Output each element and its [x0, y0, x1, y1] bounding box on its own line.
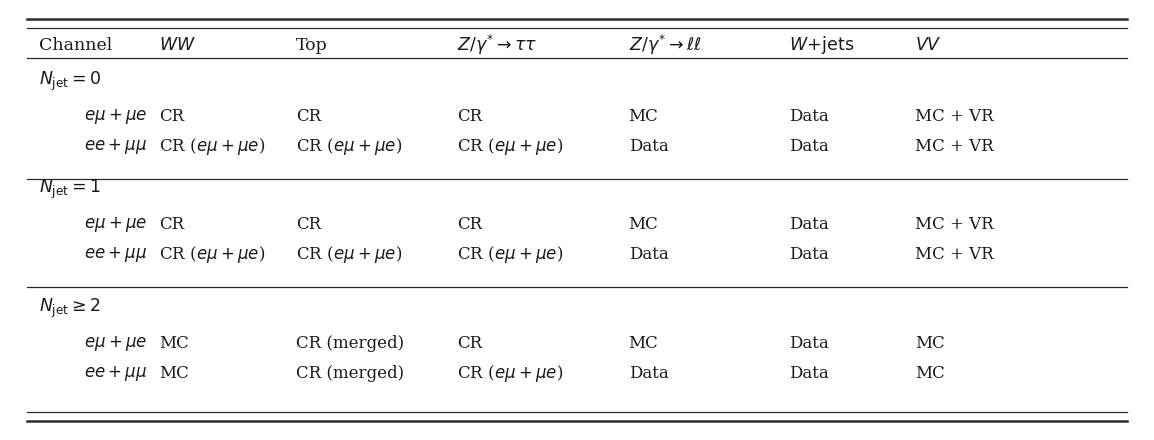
Text: Data: Data	[629, 365, 668, 382]
Text: CR: CR	[457, 216, 482, 233]
Text: MC: MC	[915, 365, 945, 382]
Text: MC + VR: MC + VR	[915, 138, 994, 155]
Text: CR: CR	[297, 216, 322, 233]
Text: $e\mu + \mu e$: $e\mu + \mu e$	[84, 334, 148, 352]
Text: CR ($e\mu + \mu e$): CR ($e\mu + \mu e$)	[297, 136, 403, 157]
Text: MC + VR: MC + VR	[915, 216, 994, 233]
Text: MC: MC	[629, 108, 658, 125]
Text: Channel: Channel	[38, 37, 112, 54]
Text: Data: Data	[629, 138, 668, 155]
Text: $e\mu + \mu e$: $e\mu + \mu e$	[84, 215, 148, 234]
Text: Data: Data	[789, 216, 829, 233]
Text: MC: MC	[629, 334, 658, 352]
Text: CR (merged): CR (merged)	[297, 365, 404, 382]
Text: Top: Top	[297, 37, 328, 54]
Text: $ee + \mu\mu$: $ee + \mu\mu$	[84, 137, 148, 156]
Text: CR: CR	[159, 216, 183, 233]
Text: $WW$: $WW$	[159, 37, 196, 54]
Text: Data: Data	[789, 246, 829, 263]
Text: CR ($e\mu + \mu e$): CR ($e\mu + \mu e$)	[297, 244, 403, 265]
Text: $Z/\gamma^{*} \rightarrow \tau\tau$: $Z/\gamma^{*} \rightarrow \tau\tau$	[457, 33, 537, 57]
Text: $N_{\rm jet} \geq 2$: $N_{\rm jet} \geq 2$	[38, 297, 100, 320]
Text: MC: MC	[159, 334, 188, 352]
Text: CR: CR	[159, 108, 183, 125]
Text: CR ($e\mu + \mu e$): CR ($e\mu + \mu e$)	[457, 363, 563, 384]
Text: MC + VR: MC + VR	[915, 246, 994, 263]
Text: CR ($e\mu + \mu e$): CR ($e\mu + \mu e$)	[457, 136, 563, 157]
Text: Data: Data	[789, 138, 829, 155]
Text: CR: CR	[457, 108, 482, 125]
Text: $N_{\rm jet} = 1$: $N_{\rm jet} = 1$	[38, 178, 100, 202]
Text: CR ($e\mu + \mu e$): CR ($e\mu + \mu e$)	[457, 244, 563, 265]
Text: CR: CR	[457, 334, 482, 352]
Text: $ee + \mu\mu$: $ee + \mu\mu$	[84, 245, 148, 264]
Text: CR (merged): CR (merged)	[297, 334, 404, 352]
Text: $ee + \mu\mu$: $ee + \mu\mu$	[84, 364, 148, 383]
Text: Data: Data	[789, 108, 829, 125]
Text: MC + VR: MC + VR	[915, 108, 994, 125]
Text: $VV$: $VV$	[915, 37, 942, 54]
Text: $W\!+\!\mathrm{jets}$: $W\!+\!\mathrm{jets}$	[789, 34, 854, 56]
Text: Data: Data	[789, 334, 829, 352]
Text: $e\mu + \mu e$: $e\mu + \mu e$	[84, 107, 148, 126]
Text: CR ($e\mu + \mu e$): CR ($e\mu + \mu e$)	[159, 244, 265, 265]
Text: CR: CR	[297, 108, 322, 125]
Text: Data: Data	[629, 246, 668, 263]
Text: MC: MC	[915, 334, 945, 352]
Text: $Z/\gamma^{*} \rightarrow \ell\ell$: $Z/\gamma^{*} \rightarrow \ell\ell$	[629, 33, 700, 57]
Text: CR ($e\mu + \mu e$): CR ($e\mu + \mu e$)	[159, 136, 265, 157]
Text: Data: Data	[789, 365, 829, 382]
Text: MC: MC	[159, 365, 188, 382]
Text: MC: MC	[629, 216, 658, 233]
Text: $N_{\rm jet} = 0$: $N_{\rm jet} = 0$	[38, 70, 100, 93]
